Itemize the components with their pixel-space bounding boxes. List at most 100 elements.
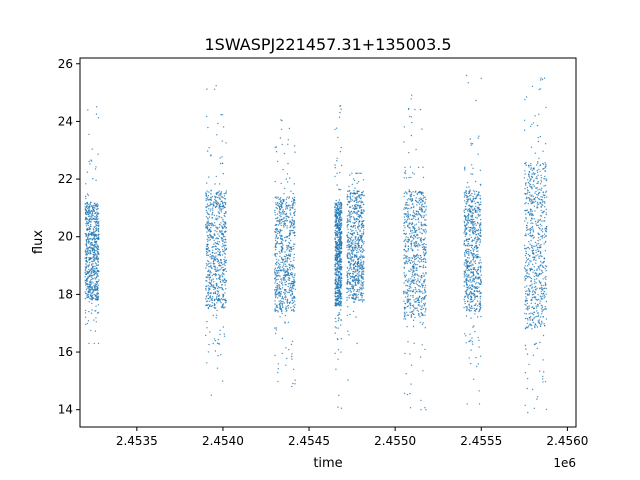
data-point bbox=[206, 260, 209, 262]
data-point bbox=[97, 251, 99, 253]
data-point bbox=[417, 249, 419, 251]
data-point bbox=[415, 223, 418, 225]
data-point bbox=[338, 227, 340, 230]
data-point bbox=[350, 258, 352, 261]
data-point bbox=[87, 235, 90, 237]
data-point bbox=[336, 270, 339, 272]
data-point bbox=[337, 223, 339, 225]
data-point bbox=[414, 255, 416, 257]
data-point bbox=[418, 301, 421, 304]
data-point bbox=[412, 236, 414, 239]
data-point bbox=[416, 237, 419, 239]
data-point bbox=[410, 383, 412, 385]
data-point bbox=[403, 126, 405, 128]
data-point bbox=[417, 219, 419, 221]
data-point bbox=[404, 219, 406, 221]
data-point bbox=[470, 229, 472, 231]
data-point bbox=[403, 248, 405, 251]
data-point bbox=[405, 256, 407, 258]
data-point bbox=[467, 279, 469, 282]
data-point bbox=[358, 215, 361, 218]
data-point bbox=[405, 203, 407, 206]
data-point bbox=[217, 238, 220, 240]
data-point bbox=[89, 230, 91, 233]
data-point bbox=[291, 272, 293, 274]
data-point bbox=[335, 299, 337, 301]
data-point bbox=[221, 205, 223, 208]
data-point bbox=[335, 247, 337, 249]
data-point bbox=[339, 300, 341, 302]
data-point bbox=[207, 220, 209, 222]
data-point bbox=[360, 227, 363, 229]
data-point bbox=[357, 223, 360, 225]
data-point bbox=[354, 227, 357, 229]
data-point bbox=[356, 269, 359, 272]
data-point bbox=[93, 251, 96, 253]
data-point bbox=[97, 221, 100, 223]
data-point bbox=[97, 204, 99, 206]
data-point bbox=[222, 266, 224, 269]
data-point bbox=[471, 232, 474, 234]
data-point bbox=[471, 219, 473, 221]
data-point bbox=[411, 290, 414, 292]
data-point bbox=[337, 233, 339, 235]
data-point bbox=[346, 244, 348, 247]
data-point bbox=[348, 281, 350, 283]
data-point bbox=[356, 231, 359, 234]
data-point bbox=[293, 306, 296, 309]
data-point bbox=[282, 306, 284, 308]
data-point bbox=[224, 198, 227, 200]
data-point bbox=[419, 231, 421, 233]
data-point bbox=[425, 214, 427, 216]
data-point bbox=[403, 177, 405, 179]
data-point bbox=[356, 248, 359, 250]
data-point bbox=[219, 300, 221, 302]
data-point bbox=[215, 258, 217, 260]
data-point bbox=[463, 232, 465, 234]
data-point bbox=[207, 217, 209, 219]
data-point bbox=[479, 300, 481, 303]
data-point bbox=[279, 197, 282, 199]
data-point bbox=[361, 233, 363, 235]
data-point bbox=[421, 233, 423, 235]
data-point bbox=[347, 290, 349, 293]
data-point bbox=[337, 225, 339, 227]
data-point bbox=[278, 212, 281, 214]
data-point bbox=[212, 278, 214, 280]
data-point bbox=[294, 202, 296, 204]
data-point bbox=[275, 288, 277, 291]
data-point bbox=[470, 194, 472, 196]
data-point bbox=[358, 200, 361, 202]
data-point bbox=[348, 189, 351, 192]
data-point bbox=[337, 295, 340, 297]
data-point bbox=[357, 258, 359, 261]
data-point bbox=[284, 321, 286, 323]
data-point bbox=[470, 305, 473, 307]
data-point bbox=[464, 235, 466, 238]
data-point bbox=[334, 128, 336, 131]
data-point bbox=[403, 192, 406, 194]
data-point bbox=[225, 142, 227, 144]
data-point bbox=[475, 205, 477, 208]
data-point bbox=[422, 166, 424, 168]
data-points bbox=[84, 74, 548, 414]
data-point bbox=[276, 287, 279, 289]
data-point bbox=[291, 280, 293, 283]
data-point bbox=[278, 251, 280, 253]
data-point bbox=[276, 207, 278, 210]
data-point bbox=[477, 253, 479, 256]
data-point bbox=[223, 241, 226, 244]
data-point bbox=[337, 201, 339, 204]
data-point bbox=[274, 180, 276, 183]
data-point bbox=[359, 234, 361, 236]
data-point bbox=[275, 327, 277, 329]
data-point bbox=[418, 275, 420, 277]
data-point bbox=[88, 259, 90, 261]
data-point bbox=[292, 282, 295, 285]
data-point bbox=[96, 221, 98, 223]
data-point bbox=[223, 214, 225, 217]
data-point bbox=[278, 265, 280, 267]
data-point bbox=[88, 208, 91, 210]
data-point bbox=[277, 270, 279, 272]
data-point bbox=[403, 274, 406, 276]
